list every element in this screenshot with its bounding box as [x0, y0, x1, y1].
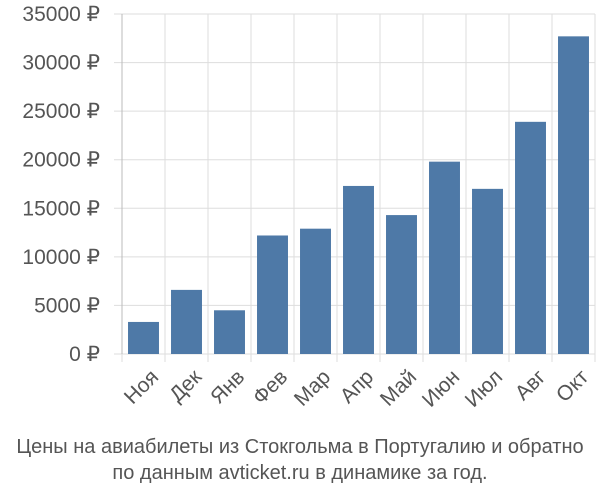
y-tick-label: 25000 ₽ — [22, 100, 100, 123]
bars — [128, 36, 589, 354]
x-tick-label: Май — [376, 365, 421, 410]
bar-Окт — [558, 36, 589, 354]
y-tick-label: 10000 ₽ — [22, 246, 100, 269]
bar-Июл — [472, 188, 503, 354]
grid-lines — [114, 13, 596, 362]
x-tick-label: Мар — [290, 365, 335, 410]
y-tick-labels: 0 ₽ 5000 ₽ 10000 ₽ 15000 ₽ 20000 ₽ 25000 ₽ 300… — [22, 3, 100, 366]
bar-Мар — [300, 228, 331, 354]
x-tick-label: Июл — [461, 365, 507, 411]
chart-caption-line-2: по данным avticket.ru в динамике за год. — [112, 462, 488, 484]
bar-Янв — [214, 310, 245, 354]
y-tick-label: 0 ₽ — [69, 343, 100, 366]
bar-Май — [386, 215, 417, 354]
x-tick-label: Авг — [511, 365, 551, 405]
bar-Ноя — [128, 321, 159, 354]
y-tick-label: 15000 ₽ — [22, 197, 100, 220]
bar-Дек — [171, 289, 202, 354]
x-tick-label: Апр — [336, 365, 378, 407]
bar-Фев — [257, 235, 288, 354]
x-tick-label: Ноя — [120, 365, 163, 408]
bar-Июн — [429, 161, 460, 354]
y-tick-label: 20000 ₽ — [22, 149, 100, 172]
y-tick-label: 5000 ₽ — [34, 294, 100, 317]
chart-caption-line-1: Цены на авиабилеты из Стокгольма в Порту… — [16, 436, 584, 458]
y-tick-label: 30000 ₽ — [22, 52, 100, 75]
x-tick-label: Фев — [249, 365, 293, 409]
bar-chart: 0 ₽ 5000 ₽ 10000 ₽ 15000 ₽ 20000 ₽ 25000 ₽ 300… — [22, 3, 596, 412]
y-tick-label: 35000 ₽ — [22, 3, 100, 26]
x-tick-label: Окт — [552, 365, 594, 407]
bar-Авг — [515, 121, 546, 354]
bar-Апр — [343, 185, 374, 354]
x-tick-label: Дек — [165, 365, 207, 407]
x-tick-label: Янв — [206, 365, 249, 408]
x-tick-label: Июн — [418, 365, 464, 411]
